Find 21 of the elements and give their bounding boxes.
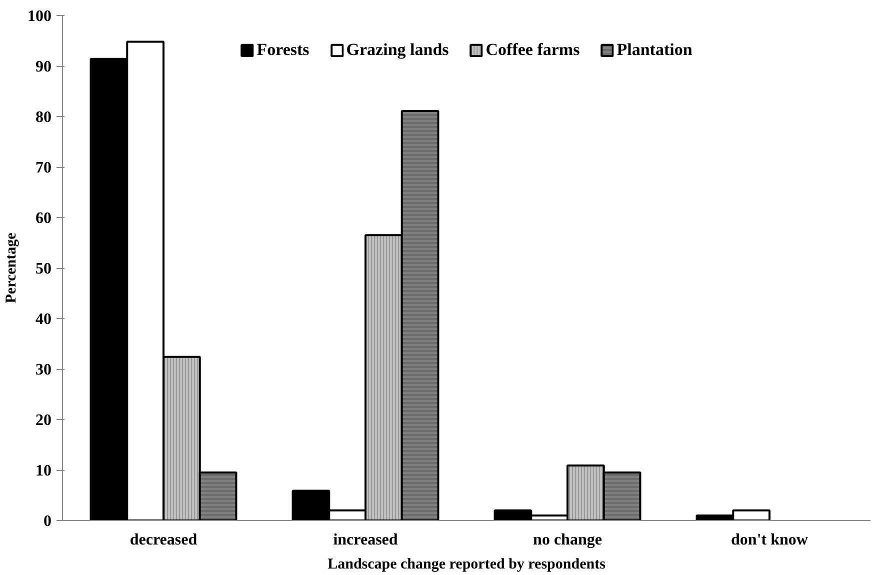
y-tick-label: 70 xyxy=(36,160,52,176)
y-tick-label: 90 xyxy=(36,58,52,76)
legend-label: Plantation xyxy=(616,40,692,60)
y-tick-label: 40 xyxy=(36,311,52,328)
x-tick-label: increased xyxy=(333,532,398,548)
legend-label: Grazing lands xyxy=(346,40,449,60)
y-tick-label: 10 xyxy=(36,462,52,480)
y-tick-label: 0 xyxy=(44,513,52,530)
y-tick-label: 100 xyxy=(28,8,52,25)
y-tick-label: 50 xyxy=(36,260,52,278)
y-tick-label: 80 xyxy=(36,109,52,126)
x-axis-title: Landscape change reported by respondents xyxy=(328,556,606,572)
x-tick-label: decreased xyxy=(130,532,198,548)
y-tick-label: 20 xyxy=(36,412,52,429)
x-tick-label: no change xyxy=(533,532,602,548)
y-tick-label: 30 xyxy=(36,362,52,378)
legend-label: Coffee farms xyxy=(486,40,580,60)
y-axis-title: Percentage xyxy=(4,232,20,304)
y-tick-label: 60 xyxy=(36,210,52,227)
legend-label: Forests xyxy=(256,40,310,60)
x-tick-label: don't know xyxy=(731,532,808,548)
